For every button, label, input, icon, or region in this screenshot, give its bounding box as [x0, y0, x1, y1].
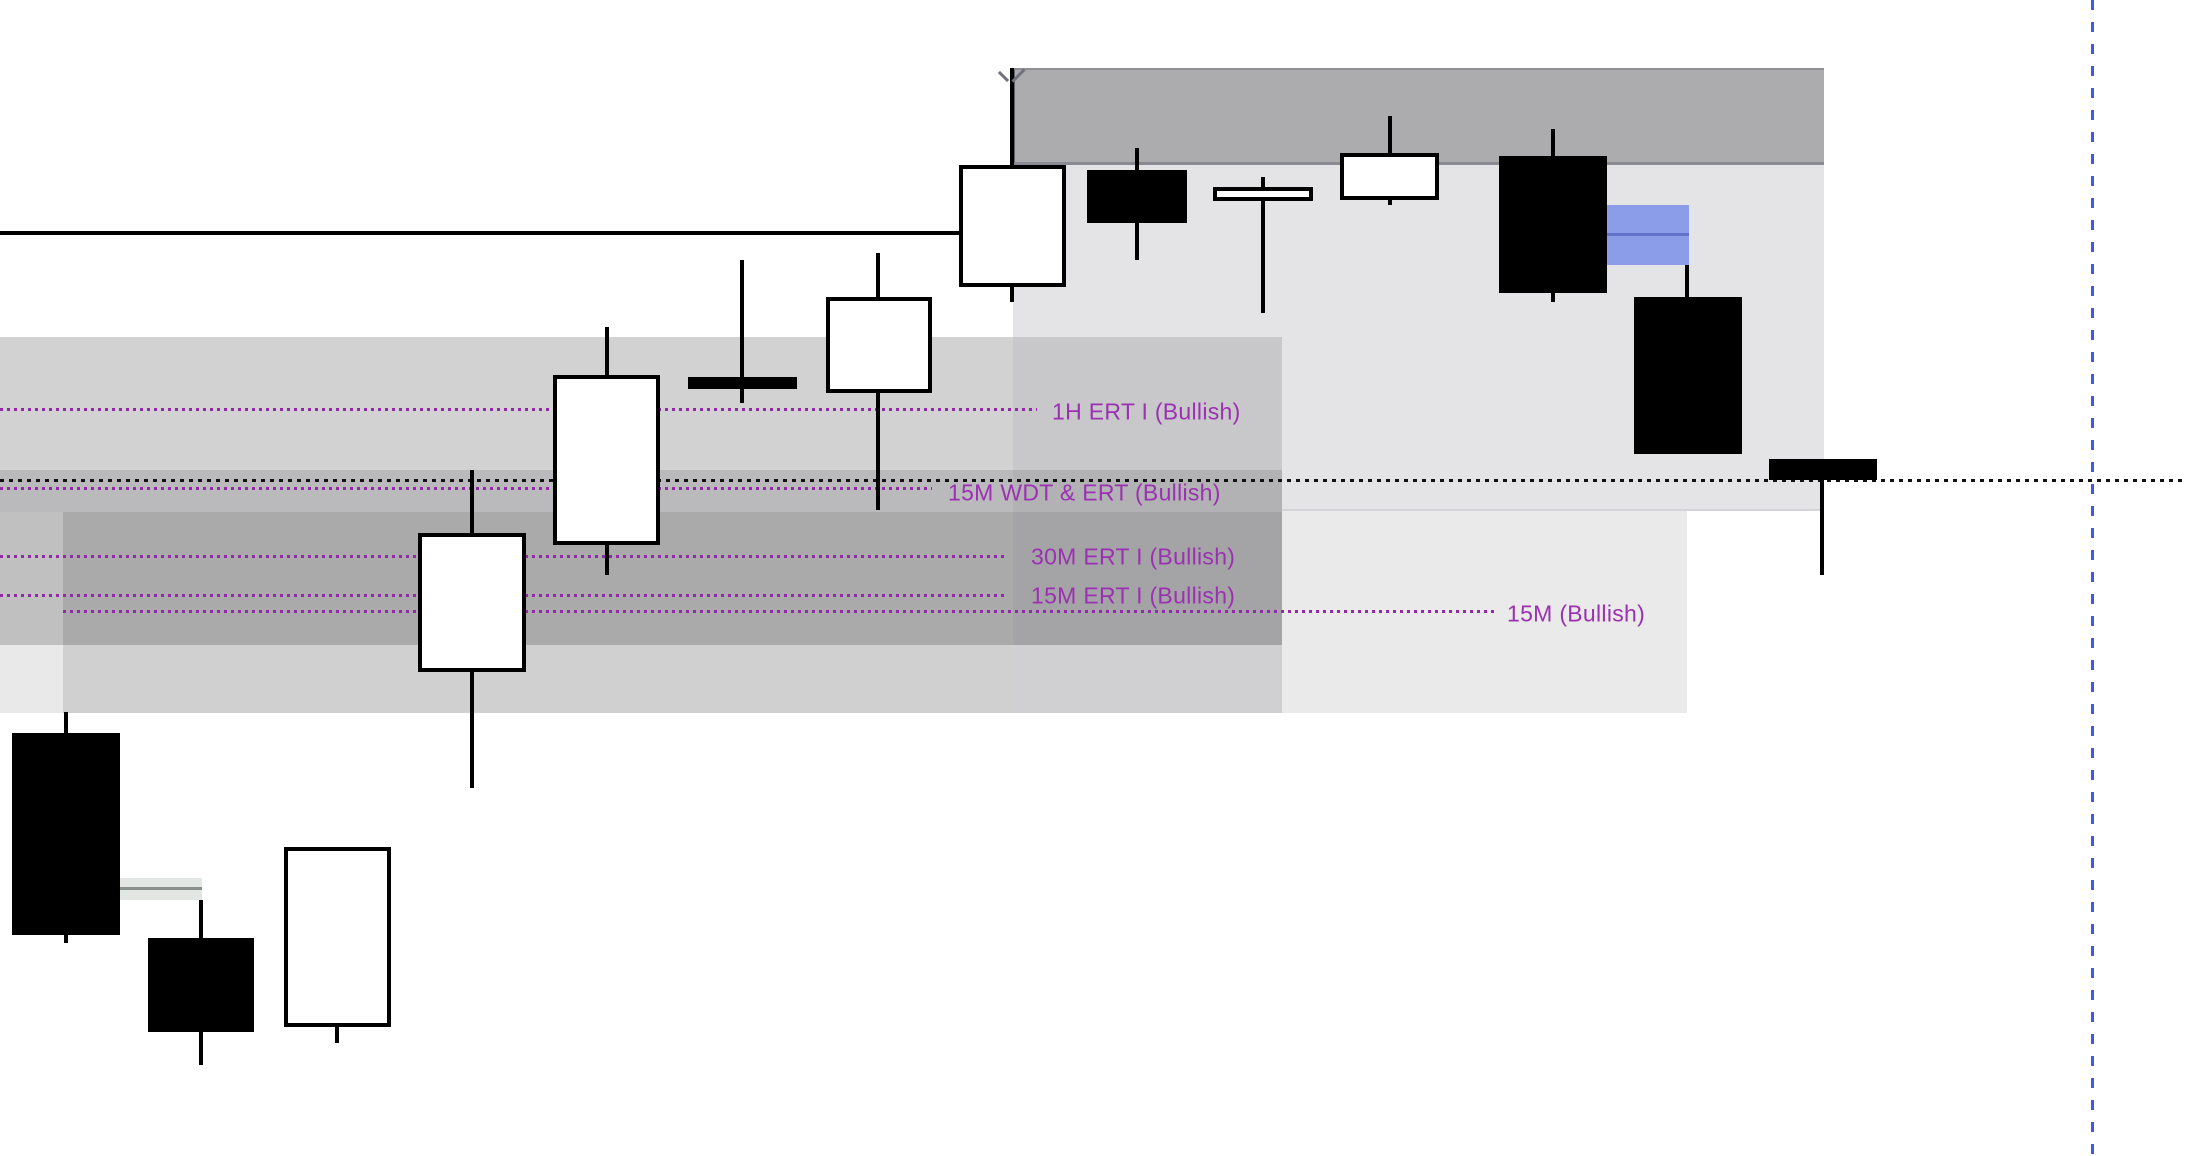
zone-mid-right[interactable]: [1013, 337, 1282, 470]
candle-wick: [740, 260, 744, 403]
zone-left-col-lower[interactable]: [0, 645, 63, 713]
level-label-15m[interactable]: 15M (Bullish): [1507, 600, 1646, 627]
box-green-midline: [120, 887, 202, 890]
level-label-30m-ert[interactable]: 30M ERT I (Bullish): [1031, 543, 1236, 570]
zone-band-right[interactable]: [1013, 470, 1282, 512]
candle-body: [418, 533, 526, 672]
zone-left-col[interactable]: [0, 512, 63, 645]
zone-demand-lower-right[interactable]: [1013, 645, 1282, 713]
candle-body: [1213, 187, 1313, 201]
level-line-1h-ert[interactable]: [0, 408, 1037, 411]
candle-body: [148, 938, 254, 1032]
level-line-dotted-black[interactable]: [0, 479, 2186, 482]
candle-body: [1769, 459, 1877, 480]
level-label-1h-ert[interactable]: 1H ERT I (Bullish): [1052, 398, 1241, 425]
candle-body: [1087, 170, 1187, 223]
level-line-solid-black[interactable]: [0, 231, 959, 235]
candle-body: [553, 375, 660, 545]
candle-body: [284, 847, 391, 1027]
zone-demand-lower-left[interactable]: [63, 645, 1013, 713]
candle-body: [1340, 153, 1439, 200]
candle-wick: [1820, 459, 1824, 575]
vertical-line-blue-dashed[interactable]: [2091, 0, 2094, 1156]
zone-demand-right[interactable]: [1013, 512, 1282, 645]
box-blue-midline: [1606, 233, 1689, 236]
level-label-15m-wdt-ert[interactable]: 15M WDT & ERT (Bullish): [948, 479, 1221, 506]
zone-demand-left[interactable]: [63, 512, 1013, 645]
candle-body: [1499, 156, 1607, 293]
level-line-15m-wdt-ert[interactable]: [0, 487, 932, 490]
candle-body: [688, 377, 797, 389]
candle-body: [959, 165, 1066, 287]
level-label-15m-ert[interactable]: 15M ERT I (Bullish): [1031, 582, 1236, 609]
box-blue[interactable]: [1606, 205, 1689, 265]
candle-body: [12, 733, 120, 935]
candle-wick: [1261, 177, 1265, 313]
zone-band-left[interactable]: [0, 470, 1013, 512]
zone-supply-top[interactable]: [1013, 68, 1824, 165]
candle-body: [826, 297, 932, 393]
anchor-stroke-left-icon: [997, 70, 1010, 83]
level-line-15m[interactable]: [63, 610, 1494, 613]
box-green[interactable]: [120, 878, 202, 900]
candle-body: [1634, 297, 1742, 454]
